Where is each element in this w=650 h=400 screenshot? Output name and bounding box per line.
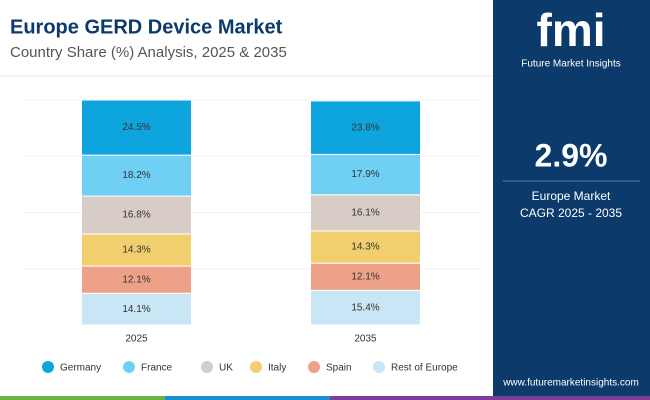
value-label: 14.3%: [122, 245, 150, 256]
bar-segment: [310, 194, 421, 232]
footer-strip: [165, 396, 330, 400]
brand: Future Market Insights: [521, 59, 620, 70]
bar-segment: [310, 100, 421, 155]
legend-marker: [201, 361, 213, 373]
bar-segment: [310, 153, 421, 196]
value-label: 23.8%: [351, 122, 379, 133]
legend-marker: [42, 361, 54, 373]
value-label: 24.5%: [122, 122, 150, 133]
bar-segment: [310, 262, 421, 291]
legend-label: Germany: [60, 363, 101, 374]
legend-marker: [373, 361, 385, 373]
footer-strip: [330, 396, 650, 400]
value-label: 18.2%: [122, 170, 150, 181]
bar-segment: [310, 289, 421, 326]
cagr-label: Europe Market: [532, 189, 611, 203]
chart-title: Europe GERD Device Market: [10, 16, 283, 38]
website: www.futuremarketinsights.com: [502, 378, 639, 389]
chart-subtitle: Country Share (%) Analysis, 2025 & 2035: [10, 44, 287, 61]
bar-segment: [81, 99, 192, 156]
legend-marker: [308, 361, 320, 373]
value-label: 17.9%: [351, 169, 379, 180]
x-tick-label: 2025: [125, 334, 148, 345]
value-label: 14.1%: [122, 304, 150, 315]
cagr-label: CAGR 2025 - 2035: [520, 206, 622, 220]
logo: fmi: [537, 4, 606, 56]
legend-label: UK: [219, 363, 233, 374]
legend-label: Italy: [268, 363, 286, 374]
value-label: 16.8%: [122, 210, 150, 221]
value-label: 16.1%: [351, 207, 379, 218]
value-label: 12.1%: [351, 271, 379, 282]
side-panel: [493, 0, 650, 400]
legend-label: Spain: [326, 363, 352, 374]
legend-label: France: [141, 363, 173, 374]
x-tick-label: 2035: [354, 334, 377, 345]
cagr-value: 2.9%: [535, 137, 608, 173]
value-label: 14.3%: [351, 242, 379, 253]
value-label: 15.4%: [351, 302, 379, 313]
bar-segment: [81, 154, 192, 197]
bar-segment: [81, 292, 192, 326]
legend-label: Rest of Europe: [391, 363, 458, 374]
footer-strip: [0, 396, 165, 400]
legend-marker: [123, 361, 135, 373]
legend-marker: [250, 361, 262, 373]
value-label: 12.1%: [122, 274, 150, 285]
